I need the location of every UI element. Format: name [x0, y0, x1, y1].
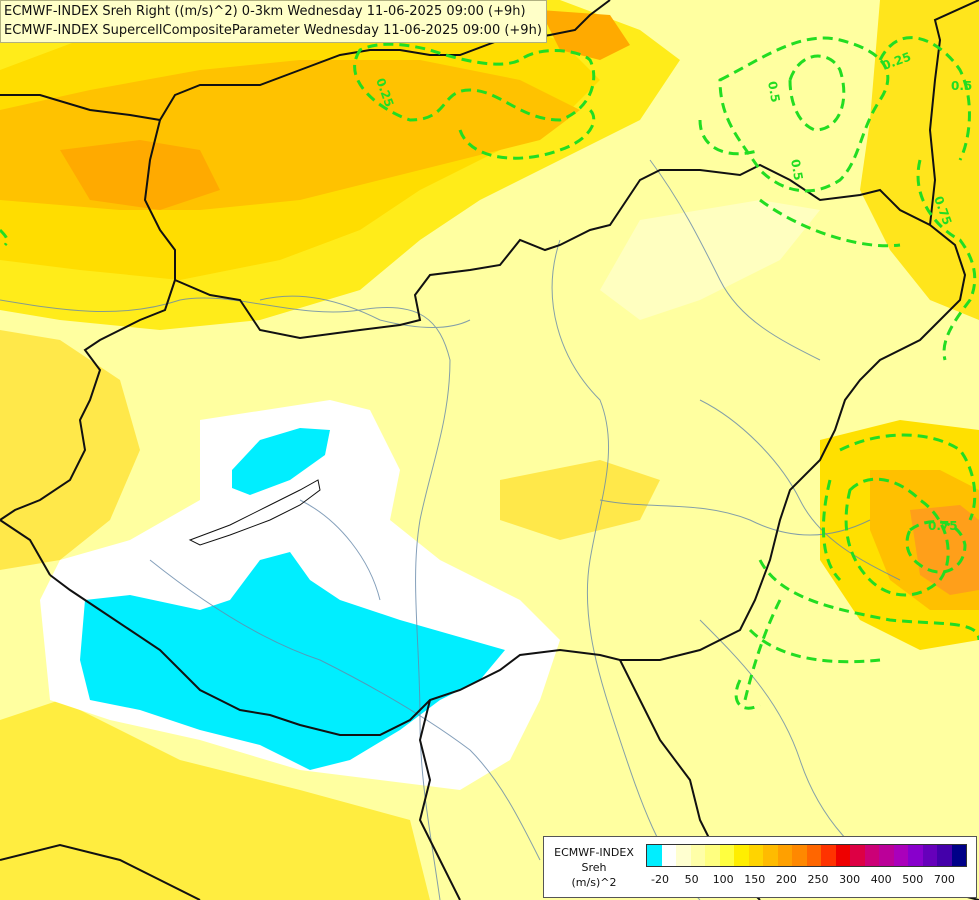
- legend-swatch: [676, 845, 691, 866]
- legend-swatch: [734, 845, 749, 866]
- lake-balaton: [188, 479, 321, 546]
- legend-swatch: [864, 845, 879, 866]
- legend-swatch: [792, 845, 807, 866]
- legend-swatch: [690, 845, 705, 866]
- rivers: [0, 159, 901, 900]
- legend-swatch: [937, 845, 952, 866]
- legend-unit: (m/s)^2: [571, 876, 617, 889]
- legend-tick-label: 700: [933, 873, 955, 886]
- legend-swatch: [879, 845, 894, 866]
- title-line-scp: ECMWF-INDEX SupercellCompositeParameter …: [4, 23, 542, 38]
- negative-sreh-zone: [80, 428, 505, 770]
- contour-label: 0.75: [928, 519, 958, 533]
- legend-tick-label: -20: [651, 873, 669, 886]
- legend-tick-label: 50: [684, 873, 699, 886]
- legend-tick-label: 200: [775, 873, 797, 886]
- legend-swatch: [763, 845, 778, 866]
- legend-swatch: [893, 845, 908, 866]
- legend-tick-label: 500: [902, 873, 924, 886]
- legend-swatch: [806, 845, 821, 866]
- legend-swatch: [835, 845, 850, 866]
- legend-color-bar: [646, 844, 967, 867]
- legend-swatch: [821, 845, 836, 866]
- legend-source: ECMWF-INDEX: [554, 846, 634, 859]
- legend-swatch: [850, 845, 865, 866]
- legend-swatch: [922, 845, 937, 866]
- legend-swatch: [719, 845, 734, 866]
- legend-tick-label: 100: [712, 873, 734, 886]
- contour-label: 0.5: [765, 80, 782, 103]
- legend-swatch: [908, 845, 923, 866]
- legend-title: ECMWF-INDEX Sreh (m/s)^2: [546, 845, 642, 890]
- legend-swatch: [951, 845, 966, 866]
- legend-tick-labels: -20 50 100 150 200 250 300 400 500 700: [646, 873, 972, 889]
- legend-tick-label: 250: [807, 873, 829, 886]
- contour-label: 0.5: [951, 79, 972, 93]
- legend-swatch: [705, 845, 720, 866]
- legend-tick-label: 300: [839, 873, 861, 886]
- scp-contours: [0, 36, 979, 710]
- map-title: ECMWF-INDEX Sreh Right ((m/s)^2) 0-3km W…: [0, 0, 547, 43]
- legend-tick-label: 400: [870, 873, 892, 886]
- title-line-sreh: ECMWF-INDEX Sreh Right ((m/s)^2) 0-3km W…: [4, 4, 526, 19]
- legend-swatch: [777, 845, 792, 866]
- legend-parameter: Sreh: [581, 861, 607, 874]
- legend-swatch: [748, 845, 763, 866]
- legend-swatch: [661, 845, 676, 866]
- contour-label: 0.5: [788, 158, 805, 181]
- color-legend: ECMWF-INDEX Sreh (m/s)^2 -20 50 100 150 200 2…: [543, 836, 977, 898]
- legend-tick-label: 150: [744, 873, 766, 886]
- legend-swatch: [647, 845, 662, 866]
